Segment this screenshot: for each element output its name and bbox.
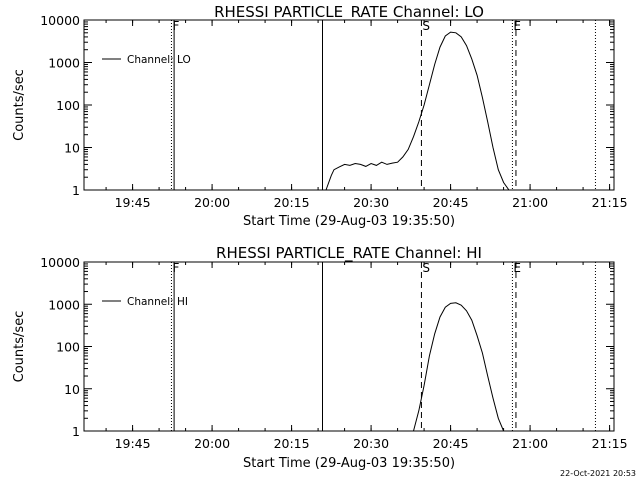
event-marker-label: S (422, 19, 430, 33)
series-line (413, 302, 505, 432)
x-tick-label: 20:15 (274, 436, 310, 451)
event-marker-label: S (422, 261, 430, 275)
chart-panel: RHESSI PARTICLE_RATE Channel: LO 19:45 20:… (12, 3, 628, 229)
series-line (325, 31, 510, 191)
y-tick-label: 100 (56, 98, 80, 113)
x-tick-label: 21:00 (512, 195, 548, 210)
y-tick-label: 10 (64, 141, 80, 156)
x-tick-label: 20:45 (433, 436, 469, 451)
chart-title: RHESSI PARTICLE_RATE Channel: HI (216, 244, 482, 263)
x-tick-label: 21:15 (592, 195, 628, 210)
x-tick-label: 20:00 (194, 436, 230, 451)
x-tick-label: 19:45 (115, 195, 151, 210)
event-marker-label: E (513, 19, 521, 33)
y-tick-label: 10000 (40, 13, 80, 28)
event-marker-label: F (172, 261, 179, 275)
y-tick-label: 10000 (40, 255, 80, 270)
x-tick-label: 20:30 (353, 436, 389, 451)
x-tick-label: 20:15 (274, 195, 310, 210)
chart-panel: RHESSI PARTICLE_RATE Channel: HI 19:45 20:… (12, 244, 628, 471)
x-tick-label: 21:00 (512, 436, 548, 451)
event-marker-label: E (513, 261, 521, 275)
footer-timestamp: 22-Oct-2021 20:53 (560, 469, 636, 478)
y-tick-label: 100 (56, 340, 80, 355)
legend-label: Channel: HI (127, 296, 188, 308)
y-tick-label: 1000 (48, 297, 80, 312)
y-axis-label: Counts/sec (12, 311, 27, 383)
plot-frame (83, 261, 615, 432)
x-axis-label: Start Time (29-Aug-03 19:35:50) (243, 214, 455, 229)
y-tick-label: 1000 (48, 56, 80, 71)
chart-title: RHESSI PARTICLE_RATE Channel: LO (214, 3, 484, 22)
x-tick-label: 19:45 (115, 436, 151, 451)
x-tick-label: 20:00 (194, 195, 230, 210)
plot-frame (83, 19, 615, 191)
y-tick-label: 1 (72, 424, 80, 439)
x-axis-label: Start Time (29-Aug-03 19:35:50) (243, 456, 455, 471)
x-tick-label: 20:30 (353, 195, 389, 210)
x-tick-label: 21:15 (592, 436, 628, 451)
x-tick-label: 20:45 (433, 195, 469, 210)
legend-label: Channel: LO (127, 54, 191, 66)
event-marker-label: F (172, 19, 179, 33)
y-tick-label: 1 (72, 183, 80, 198)
y-axis-label: Counts/sec (12, 69, 27, 141)
y-tick-label: 10 (64, 382, 80, 397)
